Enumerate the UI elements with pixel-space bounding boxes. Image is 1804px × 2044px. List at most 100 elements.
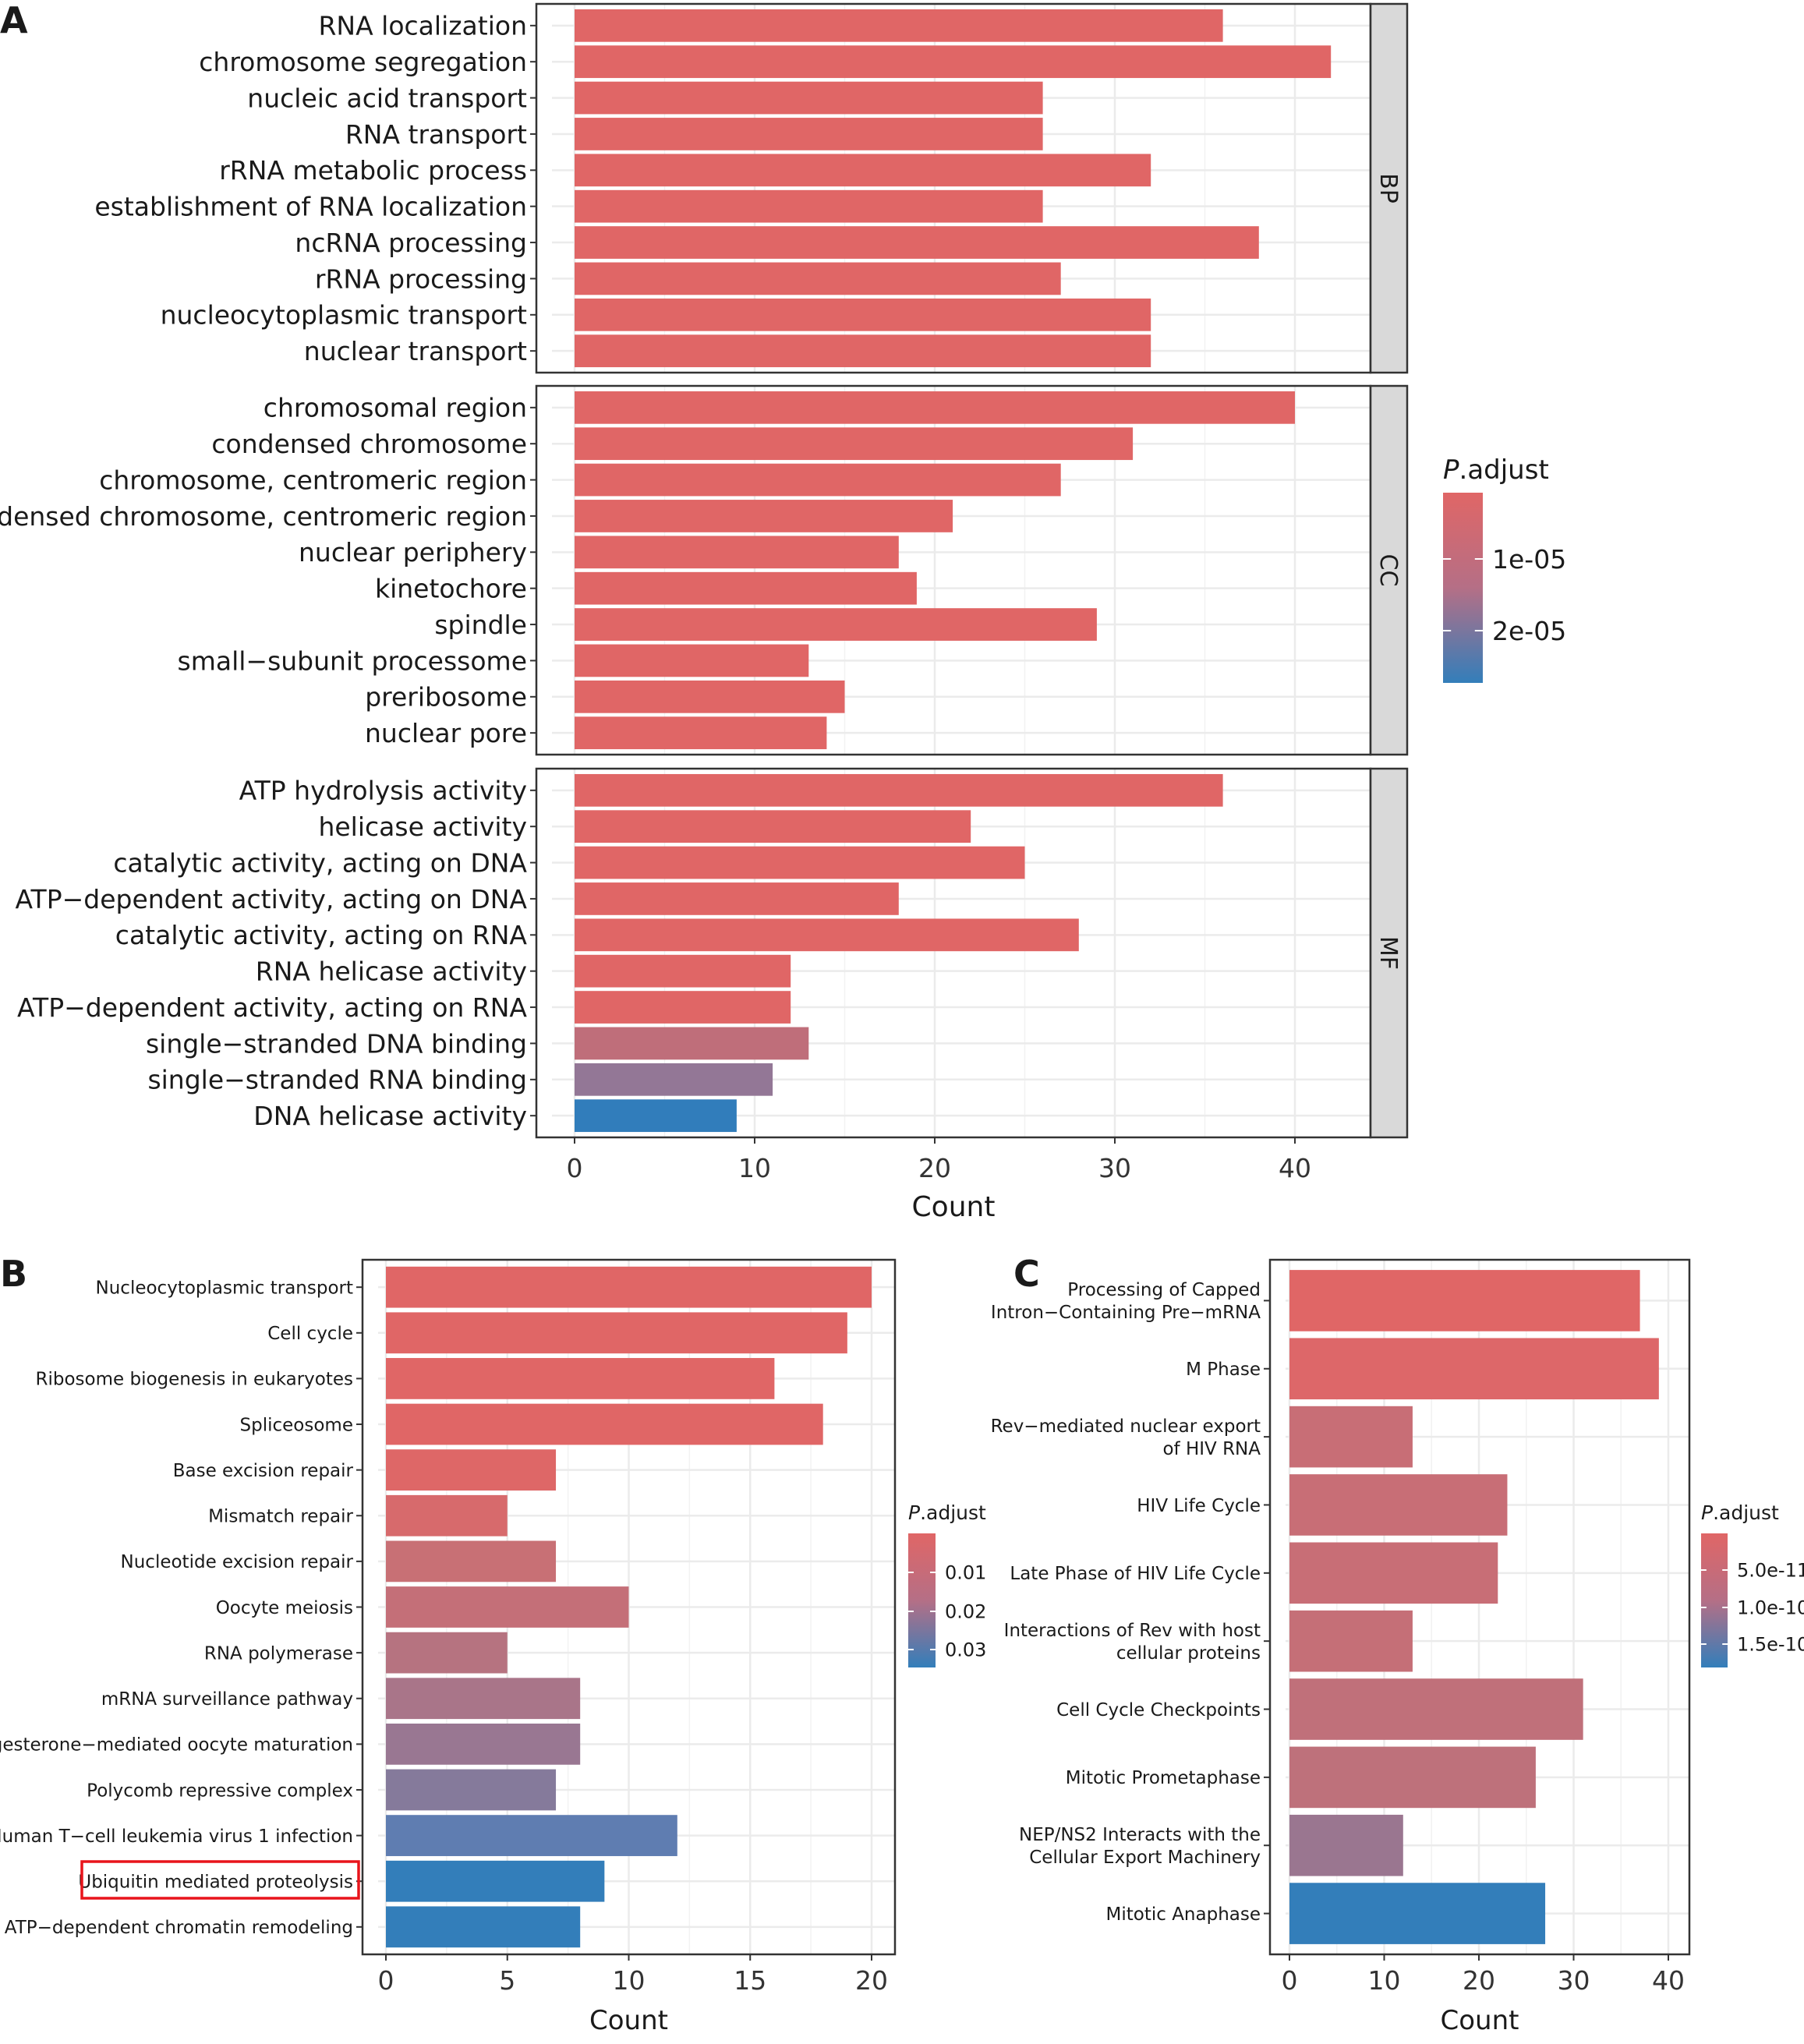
bar (575, 189, 1043, 223)
bar (575, 773, 1223, 807)
bar (575, 9, 1223, 42)
bar (575, 226, 1259, 259)
facet-strip (1369, 767, 1409, 1139)
category-label: nucleic acid transport (247, 83, 527, 113)
legend-label: 1.5e-10 (1737, 1634, 1804, 1656)
bar (386, 1266, 872, 1308)
x-tick-label: 10 (613, 1965, 646, 1996)
facet-bp: RNA localization chromosome segregation nu… (94, 2, 1409, 374)
x-tick-label: 0 (378, 1965, 394, 1996)
panel-label: A (0, 0, 28, 41)
panel-label: C (1013, 1253, 1040, 1295)
category-label: catalytic activity, acting on RNA (115, 920, 528, 950)
bar (386, 1540, 557, 1583)
panel-a: A RNA localization chromosome segregation n… (0, 0, 1566, 1223)
x-tick-label: 10 (1368, 1965, 1401, 1996)
category-label: RNA helicase activity (256, 957, 527, 987)
legend-label: 1.0e-10 (1737, 1597, 1804, 1619)
bar (575, 882, 899, 915)
bar (386, 1358, 775, 1399)
legend-title-italic: P (908, 1501, 921, 1524)
bar (575, 991, 791, 1024)
x-tick-label: 10 (738, 1153, 771, 1183)
bar (386, 1723, 581, 1765)
category-label: ATP hydrolysis activity (239, 776, 527, 806)
category-label: RNA transport (345, 119, 527, 150)
category-label: rRNA processing (315, 263, 527, 294)
category-label: DNA helicase activity (253, 1101, 527, 1131)
category-label: nuclear transport (304, 336, 527, 366)
bar (575, 954, 791, 988)
category-label: Cellular Export Machinery (1029, 1848, 1261, 1868)
category-label: M Phase (1186, 1360, 1261, 1380)
x-axis-title: Count (912, 1191, 996, 1223)
bar (386, 1769, 557, 1811)
x-tick-label: 30 (1558, 1965, 1590, 1996)
category-label: chromosome segregation (199, 47, 527, 77)
bar (575, 846, 1025, 879)
bar (386, 1860, 605, 1902)
highlight-box (80, 1860, 360, 1900)
bar (1289, 1678, 1583, 1740)
x-tick-label: 0 (1282, 1965, 1298, 1996)
category-label: nuclear periphery (299, 537, 527, 568)
bar (575, 536, 899, 569)
panel-c: C Processing of Capped Intron−Containing P… (991, 1253, 1804, 2036)
legend-colorbar (908, 1533, 936, 1667)
facet-cc: chromosomal region condensed chromosome ch… (0, 384, 1409, 756)
legend-label: 2e-05 (1492, 616, 1566, 646)
facet-strip (1369, 384, 1409, 756)
category-label: ATP−dependent activity, acting on DNA (16, 884, 528, 914)
bar (1289, 1406, 1413, 1468)
category-label: Nucleocytoplasmic transport (96, 1278, 353, 1298)
category-label: single−stranded RNA binding (147, 1065, 527, 1095)
category-label: mRNA surveillance pathway (101, 1689, 353, 1710)
legend-label: 0.02 (945, 1601, 986, 1623)
bar (386, 1632, 508, 1674)
category-label: establishment of RNA localization (94, 192, 527, 222)
category-label: Spliceosome (240, 1415, 353, 1435)
legend-title-rest: .adjust (1459, 454, 1549, 486)
legend-title-italic: P (1443, 454, 1459, 486)
bar (575, 463, 1061, 497)
x-axis-title: Count (589, 2005, 668, 2036)
category-label: Intron−Containing Pre−mRNA (991, 1303, 1261, 1323)
x-tick-label: 0 (567, 1153, 583, 1183)
legend-colorbar (1443, 493, 1483, 683)
x-tick-label: 30 (1098, 1153, 1131, 1183)
bar (575, 644, 809, 677)
facet-mf: ATP hydrolysis activity helicase activity… (16, 767, 1409, 1139)
bar (386, 1494, 508, 1537)
category-label: catalytic activity, acting on DNA (113, 847, 527, 878)
x-tick-label: 40 (1279, 1153, 1311, 1183)
bar (575, 716, 827, 750)
category-label: Interactions of Rev with host (1004, 1621, 1261, 1641)
bar (575, 427, 1134, 461)
bar (386, 1815, 677, 1856)
bar (1289, 1270, 1640, 1331)
x-tick-label: 40 (1652, 1965, 1685, 1996)
facet-strip-label: MF (1374, 936, 1402, 970)
bar (575, 1027, 809, 1060)
category-label: Rev−mediated nuclear export (991, 1416, 1261, 1437)
category-label: Late Phase of HIV Life Cycle (1010, 1564, 1261, 1584)
category-label: helicase activity (318, 812, 527, 842)
category-label: Nucleotide excision repair (121, 1552, 354, 1572)
category-label: RNA polymerase (204, 1643, 353, 1664)
x-tick-label: 5 (499, 1965, 515, 1996)
bar (1289, 1542, 1498, 1604)
bar (575, 298, 1151, 331)
category-label: preribosome (365, 682, 527, 713)
category-label: ncRNA processing (295, 228, 527, 258)
category-label: condensed chromosome, centromeric region (0, 501, 527, 532)
bar (575, 571, 917, 605)
x-tick-label: 20 (855, 1965, 888, 1996)
bar (575, 262, 1061, 295)
bar (1289, 1474, 1508, 1536)
bar (575, 391, 1295, 424)
bar (575, 608, 1097, 641)
legend-title: P.adjust (908, 1501, 986, 1524)
category-label: rRNA metabolic process (219, 155, 527, 186)
x-tick-label: 15 (734, 1965, 766, 1996)
